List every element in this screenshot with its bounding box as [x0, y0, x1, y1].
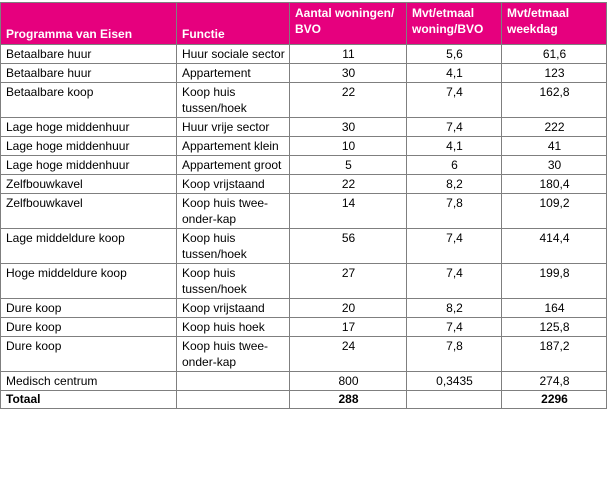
cell-mvt-weekdag: 125,8 [501, 317, 607, 337]
cell-mvt-woning: 0,3435 [406, 371, 502, 391]
total-label: Totaal [0, 390, 177, 409]
total-mvt-weekdag: 2296 [501, 390, 607, 409]
cell-functie: Koop vrijstaand [176, 298, 290, 318]
cell-mvt-weekdag: 274,8 [501, 371, 607, 391]
table-row: Lage hoge middenhuur Appartement groot 5 6 3… [0, 155, 607, 175]
cell-programma: Betaalbare huur [0, 63, 177, 83]
cell-mvt-weekdag: 414,4 [501, 228, 607, 264]
total-aantal: 288 [289, 390, 407, 409]
table-row: Dure koop Koop huis twee-onder-kap 24 7,8 18… [0, 336, 607, 372]
cell-mvt-weekdag: 187,2 [501, 336, 607, 372]
cell-mvt-woning: 8,2 [406, 174, 502, 194]
total-functie [176, 390, 290, 409]
table-row: Betaalbare koop Koop huis tussen/hoek 22 7,… [0, 82, 607, 118]
cell-mvt-weekdag: 162,8 [501, 82, 607, 118]
header-programma: Programma van Eisen [0, 2, 177, 45]
cell-mvt-woning: 7,8 [406, 193, 502, 229]
programma-van-eisen-table: Programma van Eisen Functie Aantal wonin… [0, 2, 607, 409]
cell-programma: Lage hoge middenhuur [0, 155, 177, 175]
cell-mvt-woning: 4,1 [406, 136, 502, 156]
table-row: Lage hoge middenhuur Huur vrije sector 30 7… [0, 117, 607, 137]
cell-programma: Hoge middeldure koop [0, 263, 177, 299]
cell-aantal: 17 [289, 317, 407, 337]
table-row: Medisch centrum 800 0,3435 274,8 [0, 371, 607, 391]
cell-mvt-weekdag: 30 [501, 155, 607, 175]
table-row: Hoge middeldure koop Koop huis tussen/hoe… [0, 263, 607, 299]
cell-functie: Koop huis tussen/hoek [176, 82, 290, 118]
cell-aantal: 10 [289, 136, 407, 156]
cell-functie: Koop huis twee-onder-kap [176, 193, 290, 229]
header-aantal: Aantal woningen/ BVO [289, 2, 407, 45]
cell-functie: Koop vrijstaand [176, 174, 290, 194]
cell-mvt-woning: 4,1 [406, 63, 502, 83]
cell-programma: Dure koop [0, 336, 177, 372]
cell-aantal: 14 [289, 193, 407, 229]
cell-functie [176, 371, 290, 391]
table-row: Dure koop Koop huis hoek 17 7,4 125,8 [0, 317, 607, 337]
table-row: Lage middeldure koop Koop huis tussen/hoe… [0, 228, 607, 264]
table-row: Betaalbare huur Appartement 30 4,1 123 [0, 63, 607, 83]
cell-aantal: 5 [289, 155, 407, 175]
cell-mvt-woning: 5,6 [406, 44, 502, 64]
total-row: Totaal 288 2296 [0, 390, 607, 409]
cell-programma: Betaalbare koop [0, 82, 177, 118]
cell-mvt-weekdag: 61,6 [501, 44, 607, 64]
cell-functie: Koop huis tussen/hoek [176, 228, 290, 264]
cell-functie: Koop huis hoek [176, 317, 290, 337]
table-row: Zelfbouwkavel Koop huis twee-onder-kap 14 7… [0, 193, 607, 229]
cell-aantal: 22 [289, 82, 407, 118]
cell-functie: Appartement groot [176, 155, 290, 175]
cell-mvt-woning: 7,8 [406, 336, 502, 372]
table-row: Betaalbare huur Huur sociale sector 11 5,6 6… [0, 44, 607, 64]
table-body: Betaalbare huur Huur sociale sector 11 5,6 6… [0, 44, 607, 391]
cell-functie: Koop huis twee-onder-kap [176, 336, 290, 372]
cell-programma: Betaalbare huur [0, 44, 177, 64]
cell-mvt-woning: 8,2 [406, 298, 502, 318]
cell-aantal: 27 [289, 263, 407, 299]
cell-functie: Huur sociale sector [176, 44, 290, 64]
cell-mvt-weekdag: 164 [501, 298, 607, 318]
cell-aantal: 24 [289, 336, 407, 372]
cell-aantal: 56 [289, 228, 407, 264]
cell-mvt-woning: 6 [406, 155, 502, 175]
table-row: Zelfbouwkavel Koop vrijstaand 22 8,2 180,4 [0, 174, 607, 194]
header-row: Programma van Eisen Functie Aantal wonin… [0, 2, 607, 45]
cell-aantal: 20 [289, 298, 407, 318]
cell-aantal: 11 [289, 44, 407, 64]
cell-aantal: 30 [289, 117, 407, 137]
cell-mvt-woning: 7,4 [406, 317, 502, 337]
cell-programma: Medisch centrum [0, 371, 177, 391]
cell-aantal: 22 [289, 174, 407, 194]
cell-programma: Lage hoge middenhuur [0, 117, 177, 137]
cell-functie: Huur vrije sector [176, 117, 290, 137]
table-row: Lage hoge middenhuur Appartement klein 10 4… [0, 136, 607, 156]
cell-mvt-weekdag: 41 [501, 136, 607, 156]
cell-mvt-woning: 7,4 [406, 263, 502, 299]
cell-mvt-weekdag: 180,4 [501, 174, 607, 194]
table-row: Dure koop Koop vrijstaand 20 8,2 164 [0, 298, 607, 318]
cell-programma: Dure koop [0, 317, 177, 337]
cell-programma: Zelfbouwkavel [0, 174, 177, 194]
cell-mvt-weekdag: 109,2 [501, 193, 607, 229]
cell-mvt-weekdag: 199,8 [501, 263, 607, 299]
cell-mvt-weekdag: 222 [501, 117, 607, 137]
cell-aantal: 30 [289, 63, 407, 83]
cell-programma: Dure koop [0, 298, 177, 318]
cell-programma: Lage middeldure koop [0, 228, 177, 264]
cell-programma: Lage hoge middenhuur [0, 136, 177, 156]
cell-functie: Appartement [176, 63, 290, 83]
cell-mvt-weekdag: 123 [501, 63, 607, 83]
cell-functie: Koop huis tussen/hoek [176, 263, 290, 299]
total-mvt-woning [406, 390, 502, 409]
header-mvt-weekdag: Mvt/etmaal weekdag [501, 2, 607, 45]
cell-mvt-woning: 7,4 [406, 82, 502, 118]
cell-programma: Zelfbouwkavel [0, 193, 177, 229]
cell-mvt-woning: 7,4 [406, 228, 502, 264]
cell-aantal: 800 [289, 371, 407, 391]
header-mvt-woning: Mvt/etmaal woning/BVO [406, 2, 502, 45]
header-functie: Functie [176, 2, 290, 45]
cell-functie: Appartement klein [176, 136, 290, 156]
cell-mvt-woning: 7,4 [406, 117, 502, 137]
